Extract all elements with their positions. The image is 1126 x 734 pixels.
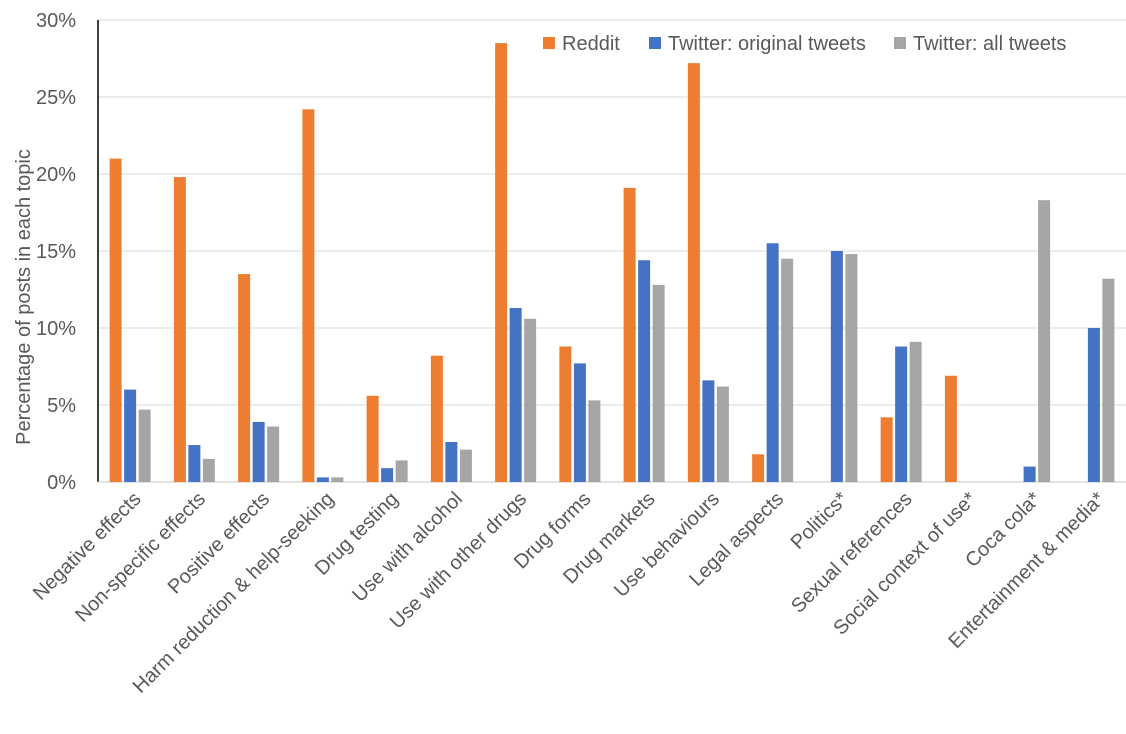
y-tick-label: 15%	[36, 241, 76, 263]
bar-twitter-all-tweets	[909, 341, 922, 482]
bar-twitter-original-tweets	[830, 251, 843, 482]
bar-reddit	[687, 63, 700, 483]
bar-twitter-all-tweets	[524, 318, 537, 482]
legend-label: Reddit	[562, 33, 620, 55]
bar-reddit	[238, 274, 251, 482]
bar-twitter-original-tweets	[573, 363, 586, 482]
bar-twitter-original-tweets	[766, 243, 779, 482]
bar-twitter-all-tweets	[652, 284, 665, 482]
x-category-label: Negative effects	[29, 488, 146, 605]
y-tick-label: 30%	[36, 10, 76, 32]
bar-twitter-all-tweets	[331, 477, 344, 482]
bar-twitter-original-tweets	[445, 441, 458, 482]
bar-twitter-all-tweets	[588, 400, 601, 482]
bar-reddit	[495, 43, 508, 482]
bar-reddit	[559, 346, 572, 482]
bar-twitter-all-tweets	[267, 426, 280, 482]
bar-twitter-original-tweets	[509, 307, 522, 482]
bar-twitter-all-tweets	[716, 386, 729, 482]
bar-reddit	[944, 375, 957, 482]
bar-twitter-original-tweets	[381, 468, 394, 482]
y-axis-label: Percentage of posts in each topic	[13, 149, 35, 445]
y-tick-label: 10%	[36, 318, 76, 340]
bar-twitter-original-tweets	[252, 421, 265, 482]
bars	[109, 43, 1115, 483]
bar-twitter-all-tweets	[395, 460, 408, 482]
bar-reddit	[752, 454, 765, 482]
bar-twitter-original-tweets	[1023, 466, 1036, 482]
bar-twitter-original-tweets	[895, 346, 908, 482]
y-tick-labels: 0% 5% 10% 15% 20% 25% 30%	[36, 10, 76, 494]
legend-swatch	[543, 37, 555, 49]
bar-twitter-original-tweets	[702, 380, 715, 482]
legend-label: Twitter: all tweets	[913, 33, 1066, 55]
bar-reddit	[623, 187, 636, 483]
bar-twitter-original-tweets	[188, 445, 201, 482]
legend-swatch	[649, 37, 661, 49]
bar-twitter-original-tweets	[1087, 328, 1100, 482]
y-tick-label: 20%	[36, 164, 76, 186]
x-category-label: Politics*	[787, 488, 853, 554]
gridlines	[98, 19, 1126, 406]
bar-twitter-original-tweets	[638, 260, 651, 482]
bar-reddit	[173, 177, 186, 482]
bar-reddit	[366, 395, 379, 482]
legend-label: Twitter: original tweets	[668, 33, 866, 55]
x-category-label: Sexual references	[787, 488, 917, 618]
bar-twitter-all-tweets	[1102, 278, 1115, 482]
bar-reddit	[302, 109, 315, 482]
bar-twitter-original-tweets	[124, 389, 137, 482]
legend: Reddit Twitter: original tweets Twitter: a…	[543, 33, 1066, 55]
x-category-label: Use with alcohol	[348, 488, 467, 607]
y-tick-label: 25%	[36, 87, 76, 109]
bar-twitter-all-tweets	[1038, 200, 1051, 482]
bar-twitter-original-tweets	[316, 477, 329, 482]
bar-twitter-all-tweets	[781, 258, 794, 482]
legend-swatch	[894, 37, 906, 49]
y-tick-label: 5%	[47, 395, 76, 417]
y-tick-label: 0%	[47, 472, 76, 494]
bar-twitter-all-tweets	[845, 254, 858, 482]
bar-reddit	[430, 355, 443, 482]
bar-twitter-all-tweets	[202, 458, 215, 482]
bar-reddit	[880, 417, 893, 482]
bar-reddit	[109, 158, 122, 482]
bar-twitter-all-tweets	[138, 409, 151, 482]
bar-twitter-all-tweets	[459, 449, 472, 482]
